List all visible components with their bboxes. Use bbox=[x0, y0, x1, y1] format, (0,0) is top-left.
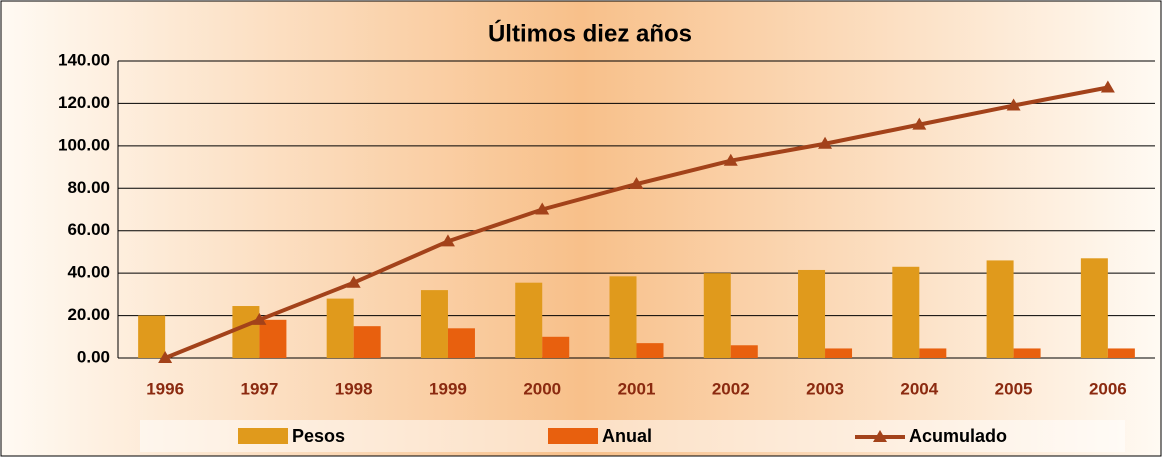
legend-label: Acumulado bbox=[909, 426, 1007, 446]
bar bbox=[326, 298, 354, 358]
line-marker bbox=[158, 351, 173, 363]
bar bbox=[798, 269, 826, 358]
bar bbox=[609, 276, 637, 358]
line-marker bbox=[912, 117, 927, 130]
x-tick-label: 1997 bbox=[240, 379, 278, 398]
x-tick-label: 2006 bbox=[1089, 379, 1127, 398]
bar bbox=[825, 348, 853, 358]
x-tick-label: 2005 bbox=[995, 379, 1033, 398]
y-tick-label: 60.00 bbox=[67, 220, 110, 239]
bar bbox=[1107, 348, 1135, 358]
chart-title: Últimos diez años bbox=[488, 19, 692, 47]
legend-label: Pesos bbox=[292, 426, 345, 446]
line-marker bbox=[723, 153, 738, 166]
bar bbox=[138, 315, 166, 358]
y-tick-label: 0.00 bbox=[77, 347, 110, 366]
x-tick-label: 2001 bbox=[618, 379, 656, 398]
x-tick-label: 1999 bbox=[429, 379, 467, 398]
line-marker bbox=[1006, 98, 1021, 111]
x-tick-label: 1998 bbox=[335, 379, 373, 398]
bar bbox=[919, 348, 947, 358]
x-tick-label: 2003 bbox=[806, 379, 844, 398]
bar bbox=[703, 273, 731, 358]
bar bbox=[1013, 348, 1041, 358]
line-marker bbox=[1100, 80, 1115, 93]
legend-swatch bbox=[238, 428, 288, 444]
y-tick-label: 40.00 bbox=[67, 263, 110, 282]
legend-marker bbox=[873, 430, 887, 442]
bar bbox=[515, 282, 543, 358]
bar bbox=[730, 345, 758, 358]
bar bbox=[542, 336, 570, 358]
line-marker bbox=[252, 312, 267, 325]
line-marker bbox=[440, 234, 455, 247]
bar bbox=[420, 290, 448, 358]
bar bbox=[892, 266, 920, 358]
y-tick-label: 100.00 bbox=[58, 135, 110, 154]
bar bbox=[1080, 258, 1108, 358]
line-marker bbox=[629, 177, 644, 190]
bar bbox=[636, 343, 664, 358]
legend-label: Anual bbox=[602, 426, 652, 446]
x-tick-label: 2004 bbox=[900, 379, 938, 398]
y-tick-label: 80.00 bbox=[67, 178, 110, 197]
legend-box bbox=[140, 420, 1125, 452]
bar bbox=[353, 326, 381, 358]
y-tick-label: 120.00 bbox=[58, 93, 110, 112]
y-tick-label: 140.00 bbox=[58, 50, 110, 69]
line-marker bbox=[535, 202, 550, 215]
legend-swatch bbox=[548, 428, 598, 444]
x-tick-label: 2000 bbox=[523, 379, 561, 398]
line-marker bbox=[346, 275, 361, 288]
x-tick-label: 2002 bbox=[712, 379, 750, 398]
bar bbox=[232, 306, 260, 358]
bar bbox=[447, 328, 475, 358]
x-tick-label: 1996 bbox=[146, 379, 184, 398]
line-marker bbox=[818, 136, 833, 149]
bar bbox=[259, 319, 287, 358]
bar bbox=[986, 260, 1014, 358]
y-tick-label: 20.00 bbox=[67, 305, 110, 324]
